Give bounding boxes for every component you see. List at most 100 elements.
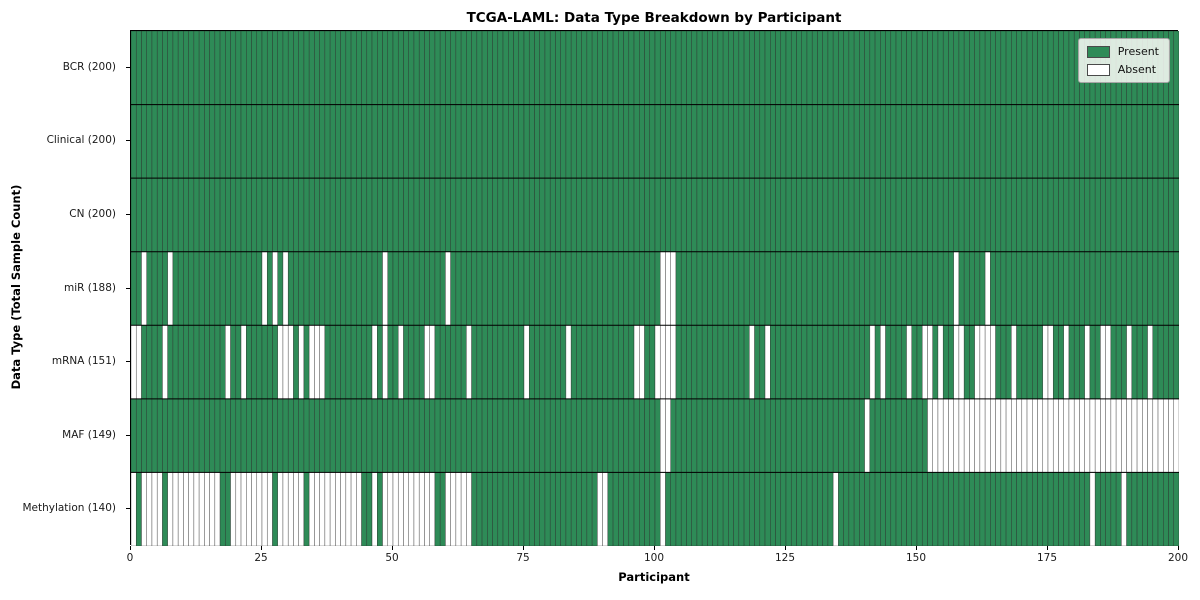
heatmap-cell <box>576 398 582 473</box>
heatmap-cell <box>455 251 462 326</box>
heatmap-cell <box>555 31 561 105</box>
heatmap-cell <box>738 177 745 252</box>
heatmap-cell <box>712 325 719 400</box>
heatmap-cell <box>984 398 991 473</box>
heatmap-cell <box>1094 325 1101 400</box>
heatmap-cell <box>801 325 808 400</box>
heatmap-cell <box>466 472 472 546</box>
heatmap-cell <box>958 251 965 326</box>
heatmap-cell <box>497 398 504 473</box>
heatmap-cell <box>151 398 158 473</box>
heatmap-cell <box>1105 325 1112 400</box>
heatmap-cell <box>429 177 436 252</box>
heatmap-cell <box>586 398 593 473</box>
heatmap-cell <box>591 472 598 546</box>
heatmap-cell <box>392 398 399 473</box>
heatmap-cell <box>193 472 200 546</box>
heatmap-cell <box>539 251 546 326</box>
heatmap-cell <box>722 472 729 546</box>
heatmap-cell <box>937 177 944 252</box>
heatmap-cell <box>183 251 189 326</box>
heatmap-cell <box>340 104 347 179</box>
heatmap-cell <box>927 31 933 105</box>
heatmap-cell <box>942 104 949 179</box>
heatmap-cell <box>1147 251 1154 326</box>
heatmap-cell <box>471 398 478 473</box>
heatmap-cell <box>749 251 755 326</box>
heatmap-cell <box>942 398 949 473</box>
heatmap-cell <box>806 104 813 179</box>
heatmap-cell <box>387 251 394 326</box>
heatmap-cell <box>895 31 902 105</box>
heatmap-cell <box>790 31 797 105</box>
heatmap-cell <box>1089 472 1096 546</box>
x-tick-label-125: 125 <box>774 552 796 564</box>
heatmap-cell <box>183 31 189 105</box>
heatmap-cell <box>958 177 965 252</box>
heatmap-cell <box>314 472 320 546</box>
heatmap-cell <box>1110 398 1117 473</box>
heatmap-cell <box>759 31 766 105</box>
heatmap-cell <box>209 251 216 326</box>
heatmap-cell <box>429 325 436 400</box>
heatmap-cell <box>591 31 598 105</box>
x-tick-label-25: 25 <box>254 552 268 564</box>
heatmap-cell <box>314 177 320 252</box>
y-tick-mark <box>126 140 130 142</box>
heatmap-cell <box>246 325 252 400</box>
heatmap-cell <box>528 251 535 326</box>
heatmap-cell <box>581 472 588 546</box>
heatmap-cell <box>969 31 975 105</box>
heatmap-cell <box>1005 472 1012 546</box>
heatmap-cell <box>1042 104 1049 179</box>
heatmap-cell <box>618 31 624 105</box>
heatmap-cell <box>314 398 320 473</box>
heatmap-cell <box>277 325 284 400</box>
heatmap-cell <box>869 398 876 473</box>
heatmap-cell <box>597 104 603 179</box>
heatmap-cell <box>817 398 823 473</box>
heatmap-cell <box>644 177 651 252</box>
heatmap-cell <box>827 251 834 326</box>
heatmap-cell <box>146 325 153 400</box>
heatmap-cell <box>287 31 294 105</box>
heatmap-cell <box>141 472 147 546</box>
heatmap-cell <box>240 251 247 326</box>
heatmap-cell <box>167 325 174 400</box>
y-tick-label-CN: CN (200) <box>69 207 116 220</box>
heatmap-cell <box>397 325 404 400</box>
heatmap-cell <box>162 31 168 105</box>
heatmap-cell <box>586 177 593 252</box>
heatmap-cell <box>162 177 168 252</box>
heatmap-cell <box>1079 325 1085 400</box>
heatmap-cell <box>534 472 540 546</box>
heatmap-cell <box>303 251 310 326</box>
heatmap-cell <box>350 177 357 252</box>
heatmap-cell <box>555 398 561 473</box>
heatmap-cell <box>492 104 499 179</box>
heatmap-cell <box>628 177 635 252</box>
y-tick-label-Clinical: Clinical (200) <box>46 134 116 147</box>
heatmap-cell <box>890 472 897 546</box>
heatmap-cell <box>1000 31 1007 105</box>
heatmap-cell <box>581 31 588 105</box>
heatmap-cell <box>670 251 677 326</box>
heatmap-cell <box>916 472 923 546</box>
heatmap-cell <box>979 398 986 473</box>
heatmap-cell <box>1063 325 1070 400</box>
heatmap-cell <box>811 104 818 179</box>
heatmap-cell <box>277 472 284 546</box>
heatmap-cell <box>1168 177 1175 252</box>
heatmap-cell <box>948 398 954 473</box>
heatmap-cell <box>397 104 404 179</box>
legend: Present Absent <box>1077 38 1170 83</box>
heatmap-cell <box>974 31 981 105</box>
heatmap-cell <box>225 104 231 179</box>
heatmap-cell <box>382 104 389 179</box>
heatmap-cell <box>1073 398 1080 473</box>
heatmap-cell <box>225 251 231 326</box>
heatmap-cell <box>1157 325 1164 400</box>
heatmap-cell <box>502 251 509 326</box>
heatmap-cell <box>665 104 671 179</box>
heatmap-cell <box>487 251 493 326</box>
